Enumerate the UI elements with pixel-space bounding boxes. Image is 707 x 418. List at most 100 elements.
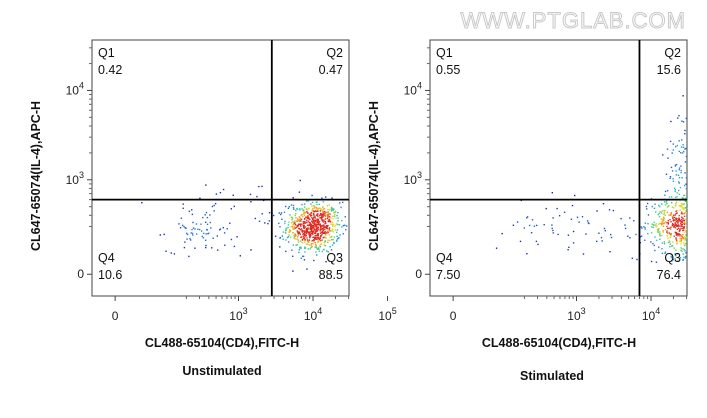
data-point bbox=[313, 259, 315, 262]
data-point bbox=[666, 211, 668, 213]
data-point bbox=[268, 220, 270, 222]
data-point bbox=[178, 223, 180, 225]
data-point bbox=[682, 234, 684, 236]
data-point bbox=[681, 120, 683, 122]
data-point bbox=[305, 229, 307, 231]
data-point bbox=[662, 154, 664, 156]
data-point bbox=[311, 214, 313, 217]
data-point bbox=[222, 188, 225, 191]
data-point bbox=[279, 246, 281, 248]
data-point bbox=[669, 246, 671, 248]
data-point bbox=[294, 222, 296, 224]
data-point bbox=[681, 223, 684, 226]
data-point bbox=[322, 227, 324, 229]
data-point bbox=[232, 194, 234, 196]
data-point bbox=[180, 217, 183, 219]
data-point bbox=[674, 196, 677, 199]
quadrant-name: Q4 bbox=[436, 251, 453, 265]
data-point bbox=[683, 226, 685, 228]
data-point bbox=[676, 220, 679, 222]
data-point bbox=[318, 245, 321, 247]
data-point bbox=[321, 213, 323, 215]
data-point bbox=[683, 222, 685, 224]
data-point bbox=[311, 194, 313, 197]
data-point bbox=[329, 213, 332, 215]
data-point bbox=[302, 255, 305, 257]
data-point bbox=[667, 190, 669, 192]
data-point bbox=[205, 244, 207, 247]
data-point bbox=[185, 227, 187, 229]
data-point bbox=[202, 216, 204, 219]
data-point bbox=[682, 144, 684, 146]
data-point bbox=[284, 222, 286, 225]
data-point bbox=[683, 194, 685, 197]
plot-panel-2: 0 103 104 0 103 104 105 Q1 0.55 Q2 15.6 Q3 76.4 Q4 7.5… bbox=[367, 39, 688, 383]
data-point bbox=[672, 180, 675, 182]
data-point bbox=[287, 236, 290, 238]
data-point bbox=[304, 231, 306, 234]
data-point bbox=[311, 201, 314, 204]
data-point bbox=[641, 227, 643, 229]
data-point bbox=[678, 169, 680, 171]
data-point bbox=[685, 147, 687, 150]
data-point bbox=[656, 225, 658, 227]
data-point bbox=[326, 225, 328, 227]
data-point bbox=[676, 241, 678, 243]
data-point bbox=[633, 220, 635, 222]
data-point bbox=[299, 233, 301, 235]
data-point bbox=[294, 214, 296, 217]
data-point bbox=[682, 229, 684, 232]
data-point bbox=[300, 220, 302, 222]
data-point bbox=[302, 215, 304, 218]
data-point bbox=[328, 213, 330, 215]
data-point bbox=[322, 209, 324, 212]
data-point bbox=[296, 244, 299, 246]
data-point bbox=[192, 234, 194, 236]
x-tick-label: 0 bbox=[112, 309, 119, 323]
data-point bbox=[297, 241, 300, 243]
data-point bbox=[331, 197, 333, 199]
data-point bbox=[674, 223, 677, 225]
data-point bbox=[681, 202, 683, 205]
data-point bbox=[254, 217, 256, 220]
data-point bbox=[201, 235, 203, 238]
data-point bbox=[685, 155, 688, 158]
data-point bbox=[331, 206, 333, 209]
data-point bbox=[311, 240, 313, 242]
data-point bbox=[194, 228, 196, 230]
data-point bbox=[678, 218, 681, 221]
data-point bbox=[297, 239, 299, 241]
data-point bbox=[677, 225, 679, 227]
quadrant-percentage: 88.5 bbox=[319, 268, 343, 282]
data-point bbox=[678, 176, 681, 179]
data-point bbox=[314, 217, 317, 219]
data-point bbox=[675, 210, 677, 212]
data-point bbox=[679, 209, 681, 211]
data-point bbox=[679, 228, 681, 231]
data-point bbox=[212, 237, 214, 239]
data-point bbox=[324, 231, 327, 233]
data-point bbox=[319, 237, 321, 239]
data-point bbox=[322, 208, 325, 211]
data-point bbox=[684, 250, 686, 252]
data-point bbox=[668, 196, 671, 198]
data-point bbox=[654, 236, 656, 238]
data-point bbox=[195, 223, 198, 225]
data-point bbox=[675, 146, 677, 148]
data-point bbox=[303, 221, 305, 223]
data-point bbox=[651, 226, 653, 228]
data-point bbox=[666, 202, 668, 205]
data-point bbox=[315, 206, 317, 209]
data-point bbox=[680, 220, 682, 223]
data-point bbox=[301, 239, 304, 241]
data-point bbox=[643, 226, 645, 228]
data-point bbox=[664, 210, 666, 212]
data-point bbox=[293, 225, 296, 228]
data-point bbox=[533, 225, 536, 227]
data-point bbox=[664, 252, 666, 254]
data-point bbox=[681, 211, 683, 213]
data-point bbox=[309, 248, 311, 250]
data-point bbox=[537, 243, 539, 246]
data-point bbox=[291, 249, 293, 251]
data-point bbox=[192, 227, 195, 229]
